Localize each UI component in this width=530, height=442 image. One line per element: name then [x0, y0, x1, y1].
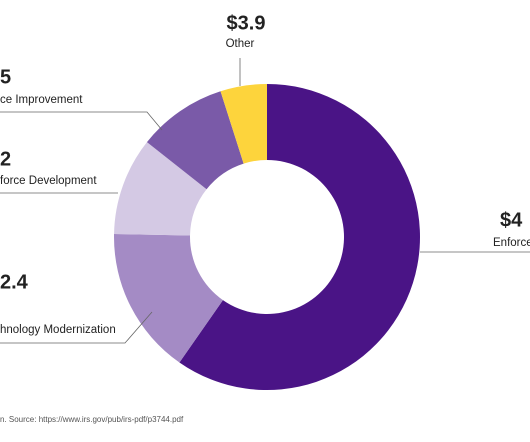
source-note: n. Source: https://www.irs.gov/pub/irs-p…: [0, 415, 184, 424]
donut-slice: [114, 233, 223, 363]
donut-slice: [146, 91, 244, 190]
value-label: $3.9: [227, 12, 266, 34]
category-label: hnology Modernization: [0, 324, 116, 336]
category-label: force Development: [0, 175, 97, 187]
category-label: Enforce: [493, 237, 530, 249]
value-label: $4: [500, 209, 523, 231]
category-label: ce Improvement: [0, 94, 83, 106]
value-label: 2.4: [0, 271, 29, 293]
value-label: 5: [0, 66, 11, 88]
donut-slice: [220, 84, 267, 164]
donut-slice: [179, 84, 420, 391]
category-label: Other: [226, 38, 255, 50]
donut-slice: [114, 142, 207, 236]
value-label: 2: [0, 148, 11, 170]
leader-line: [0, 311, 153, 344]
leader-line: [0, 111, 163, 131]
